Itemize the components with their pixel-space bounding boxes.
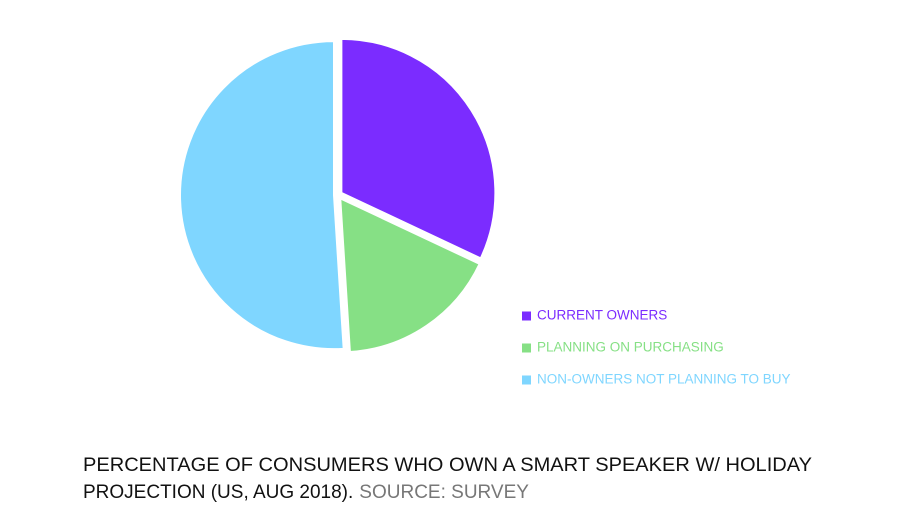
caption-line: PROJECTION (US, AUG 2018). SOURCE: SURVEY — [83, 482, 529, 503]
source: SOURCE: SURVEY — [359, 482, 529, 503]
legend-swatch — [522, 311, 531, 321]
legend-label: PLANNING ON PURCHASING — [537, 340, 724, 355]
pie-slice — [340, 37, 497, 260]
pie-slice — [339, 196, 481, 354]
legend-swatch — [522, 343, 531, 353]
legend-label: CURRENT OWNERS — [537, 308, 667, 323]
caption-line: PERCENTAGE OF CONSUMERS WHO OWN A SMART … — [83, 455, 812, 476]
pie-slice — [179, 40, 345, 351]
caption-text: PROJECTION (US, AUG 2018). — [83, 482, 353, 503]
legend-swatch — [522, 375, 531, 385]
legend-label: NON-OWNERS NOT PLANNING TO BUY — [537, 372, 791, 387]
